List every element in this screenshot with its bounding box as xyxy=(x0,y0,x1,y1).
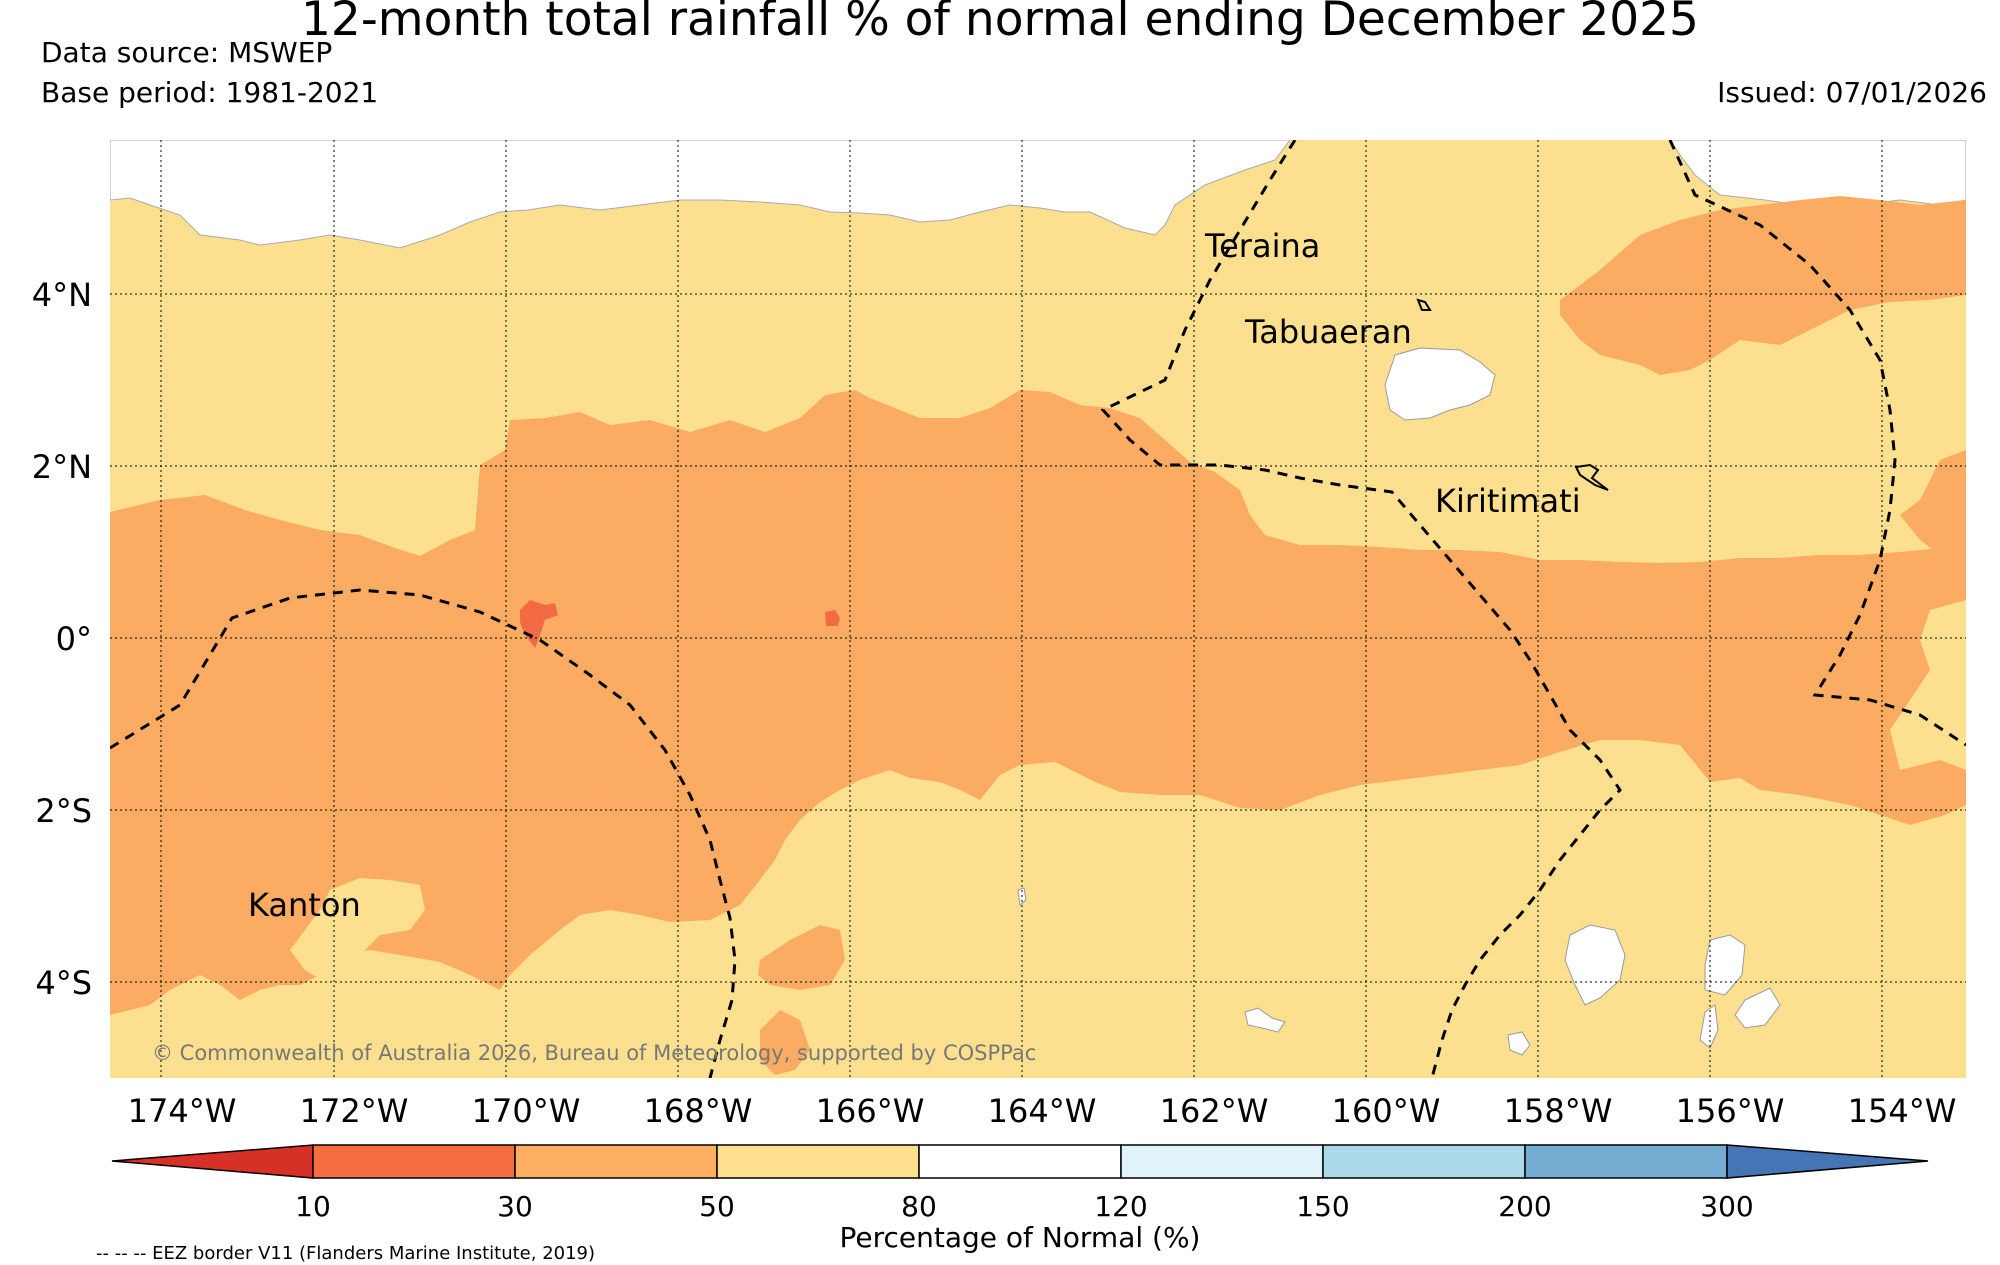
no-data-tabuaeran xyxy=(1384,347,1496,421)
colorbar: 10 30 50 80 120 150 200 300 Percentage o… xyxy=(111,1144,1929,1254)
no-data-south-4 xyxy=(1699,1004,1719,1049)
lon-label: 154°W xyxy=(1848,1092,1957,1130)
place-teraina: Teraina xyxy=(1204,227,1320,265)
lon-label: 156°W xyxy=(1676,1092,1785,1130)
lon-label: 158°W xyxy=(1504,1092,1613,1130)
colorbar-tick-label: 50 xyxy=(699,1190,735,1223)
lat-label: 4°S xyxy=(35,964,92,1002)
lat-label: 2°S xyxy=(35,792,92,830)
tabuaeran-island-outline xyxy=(1416,298,1432,311)
colorbar-title: Percentage of Normal (%) xyxy=(840,1221,1201,1254)
colorbar-segment xyxy=(1322,1144,1526,1179)
no-data-south-2 xyxy=(1704,934,1746,996)
lon-label: 162°W xyxy=(1160,1092,1269,1130)
lon-label: 172°W xyxy=(300,1092,409,1130)
no-data-south-3 xyxy=(1734,987,1781,1029)
base-period-label: Base period: 1981-2021 xyxy=(41,76,379,109)
data-source-label: Data source: MSWEP xyxy=(41,36,333,69)
colorbar-segment xyxy=(1524,1144,1728,1179)
lon-label: 174°W xyxy=(128,1092,237,1130)
graticule xyxy=(110,140,1966,1078)
place-kiritimati: Kiritimati xyxy=(1435,482,1581,520)
region-50-80-kanton xyxy=(290,878,425,985)
lat-label: 0° xyxy=(56,620,92,658)
kiritimati-island-outline xyxy=(1574,463,1609,491)
region-30-50-northeast xyxy=(1560,196,1966,375)
colorbar-tick-label: 300 xyxy=(1700,1190,1753,1223)
region-30-50-south-1 xyxy=(758,925,845,990)
no-data-south-1 xyxy=(1564,924,1626,1006)
region-30-50-band xyxy=(110,390,1966,1015)
colorbar-tick-label: 10 xyxy=(295,1190,331,1223)
colorbar-tick-label: 30 xyxy=(497,1190,533,1223)
lon-label: 160°W xyxy=(1332,1092,1441,1130)
lat-label: 2°N xyxy=(32,448,92,486)
colorbar-segment xyxy=(1120,1144,1324,1179)
colorbar-segment xyxy=(918,1144,1122,1179)
colorbar-arrow-low xyxy=(111,1144,314,1179)
issued-date-label: Issued: 07/01/2026 xyxy=(1717,76,1987,109)
lon-label: 170°W xyxy=(472,1092,581,1130)
lat-label: 4°N xyxy=(32,276,92,314)
lon-label: 164°W xyxy=(988,1092,1097,1130)
colorbar-segment xyxy=(716,1144,920,1179)
no-data-south-6 xyxy=(1507,1031,1531,1056)
no-data-south-5 xyxy=(1244,1007,1286,1033)
place-tabuaeran: Tabuaeran xyxy=(1244,313,1412,351)
region-30-50-east xyxy=(1900,450,1966,560)
copyright-text: © Commonwealth of Australia 2026, Bureau… xyxy=(152,1041,1036,1065)
colorbar-arrow-high xyxy=(1726,1144,1929,1179)
eez-borders xyxy=(110,140,1966,1078)
place-kanton: Kanton xyxy=(248,886,361,924)
no-data-region-north xyxy=(110,140,1291,249)
chart-title: 12-month total rainfall % of normal endi… xyxy=(301,0,1699,47)
rainfall-map xyxy=(110,140,1966,1078)
eez-footnote: -- -- -- EEZ border V11 (Flanders Marine… xyxy=(96,1243,595,1264)
colorbar-tick-label: 120 xyxy=(1094,1190,1147,1223)
lon-label: 168°W xyxy=(644,1092,753,1130)
colorbar-tick-label: 150 xyxy=(1296,1190,1349,1223)
lon-label: 166°W xyxy=(816,1092,925,1130)
colorbar-segment xyxy=(514,1144,718,1179)
colorbar-tick-label: 80 xyxy=(901,1190,937,1223)
colorbar-segment xyxy=(312,1144,516,1179)
region-10-30-central xyxy=(825,610,840,626)
colorbar-tick-label: 200 xyxy=(1498,1190,1551,1223)
region-30-50-south-2 xyxy=(760,1010,810,1075)
